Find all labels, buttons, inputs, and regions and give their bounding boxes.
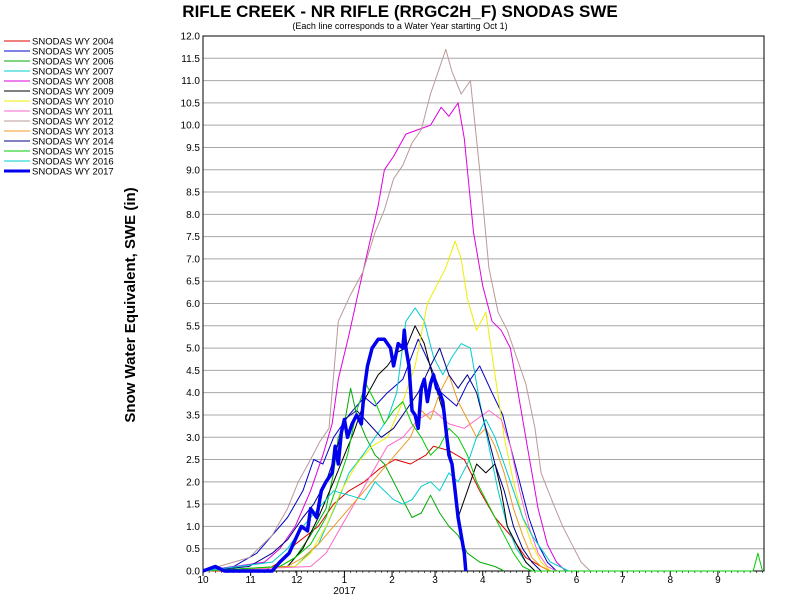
- y-tick-label: 9.5: [186, 143, 200, 154]
- x-tick-label: 8: [667, 575, 673, 586]
- y-tick-label: 7.5: [186, 232, 200, 243]
- series-line: [202, 325, 536, 572]
- y-tick-label: 2.0: [186, 477, 200, 488]
- y-tick-label: 1.5: [186, 500, 200, 511]
- chart-title: RIFLE CREEK - NR RIFLE (RRGC2H_F) SNODAS…: [182, 2, 617, 21]
- x-tick-label: 10: [197, 575, 209, 586]
- y-tick-label: 0.0: [186, 567, 200, 578]
- series-line: [202, 307, 536, 572]
- series-line: [202, 410, 557, 572]
- y-tick-label: 7.0: [186, 254, 200, 265]
- y-tick-label: 3.0: [186, 433, 200, 444]
- x-tick-label: 9: [715, 575, 721, 586]
- series-line: [202, 240, 551, 572]
- y-tick-label: 4.0: [186, 388, 200, 399]
- legend-label: SNODAS WY 2004: [32, 37, 114, 48]
- x-tick-label: 11: [245, 575, 256, 586]
- y-tick-label: 10.5: [181, 98, 201, 109]
- series-line: [202, 328, 468, 573]
- legend-label: SNODAS WY 2013: [32, 127, 114, 138]
- x-tick-label: 12: [291, 575, 303, 586]
- y-tick-label: 12.0: [181, 32, 201, 43]
- y-tick-label: 5.0: [186, 344, 200, 355]
- y-tick-label: 8.0: [186, 210, 200, 221]
- grid-layer: [203, 35, 764, 572]
- y-axis-label: Snow Water Equivalent, SWE (in): [122, 187, 139, 422]
- y-tick-label: 6.5: [186, 277, 200, 288]
- legend-label: SNODAS WY 2010: [32, 97, 114, 108]
- series-line: [202, 48, 591, 572]
- y-tick-label: 6.0: [186, 299, 200, 310]
- y-tick-label: 2.5: [186, 455, 200, 466]
- series-line: [202, 102, 567, 572]
- y-tick-label: 11.5: [181, 54, 200, 65]
- x-tick-label: 3: [432, 575, 438, 586]
- legend-label: SNODAS WY 2005: [32, 47, 114, 58]
- series-line: [202, 338, 557, 572]
- series-line: [203, 445, 551, 572]
- legend-label: SNODAS WY 2012: [32, 117, 114, 128]
- series-line: [202, 418, 570, 572]
- legend-label: SNODAS WY 2009: [32, 87, 114, 98]
- legend-label: SNODAS WY 2007: [32, 67, 114, 78]
- y-tick-label: 0.5: [186, 544, 200, 555]
- x-tick-label: 7: [620, 575, 626, 586]
- series-line: [202, 383, 763, 572]
- legend-label: SNODAS WY 2014: [32, 137, 114, 148]
- legend-label: SNODAS WY 2006: [32, 57, 114, 68]
- plot-frame: [202, 35, 765, 572]
- legend-label: SNODAS WY 2011: [32, 107, 113, 118]
- y-tick-label: 4.5: [186, 366, 200, 377]
- y-tick-label: 5.5: [186, 321, 200, 332]
- legend-label: SNODAS WY 2008: [32, 77, 114, 88]
- legend-label: SNODAS WY 2016: [32, 157, 114, 168]
- y-tick-label: 9.0: [186, 165, 200, 176]
- chart-subtitle: (Each line corresponds to a Water Year s…: [292, 21, 507, 31]
- x-tick-label: 5: [526, 575, 532, 586]
- y-tick-label: 10.0: [181, 121, 201, 132]
- x-tick-label: 1: [342, 575, 348, 586]
- y-tick-label: 8.5: [186, 188, 200, 199]
- x-tick-label: 2: [389, 575, 395, 586]
- legend-label: SNODAS WY 2017: [32, 167, 114, 178]
- y-tick-label: 1.0: [186, 522, 200, 533]
- x-year-label: 2017: [333, 586, 356, 597]
- x-tick-label: 4: [480, 575, 486, 586]
- legend-label: SNODAS WY 2015: [32, 147, 114, 158]
- y-tick-label: 11.0: [181, 76, 200, 87]
- x-tick-label: 6: [574, 575, 580, 586]
- series-line: [202, 387, 505, 572]
- y-tick-label: 3.5: [186, 410, 200, 421]
- series-layer: [202, 48, 763, 573]
